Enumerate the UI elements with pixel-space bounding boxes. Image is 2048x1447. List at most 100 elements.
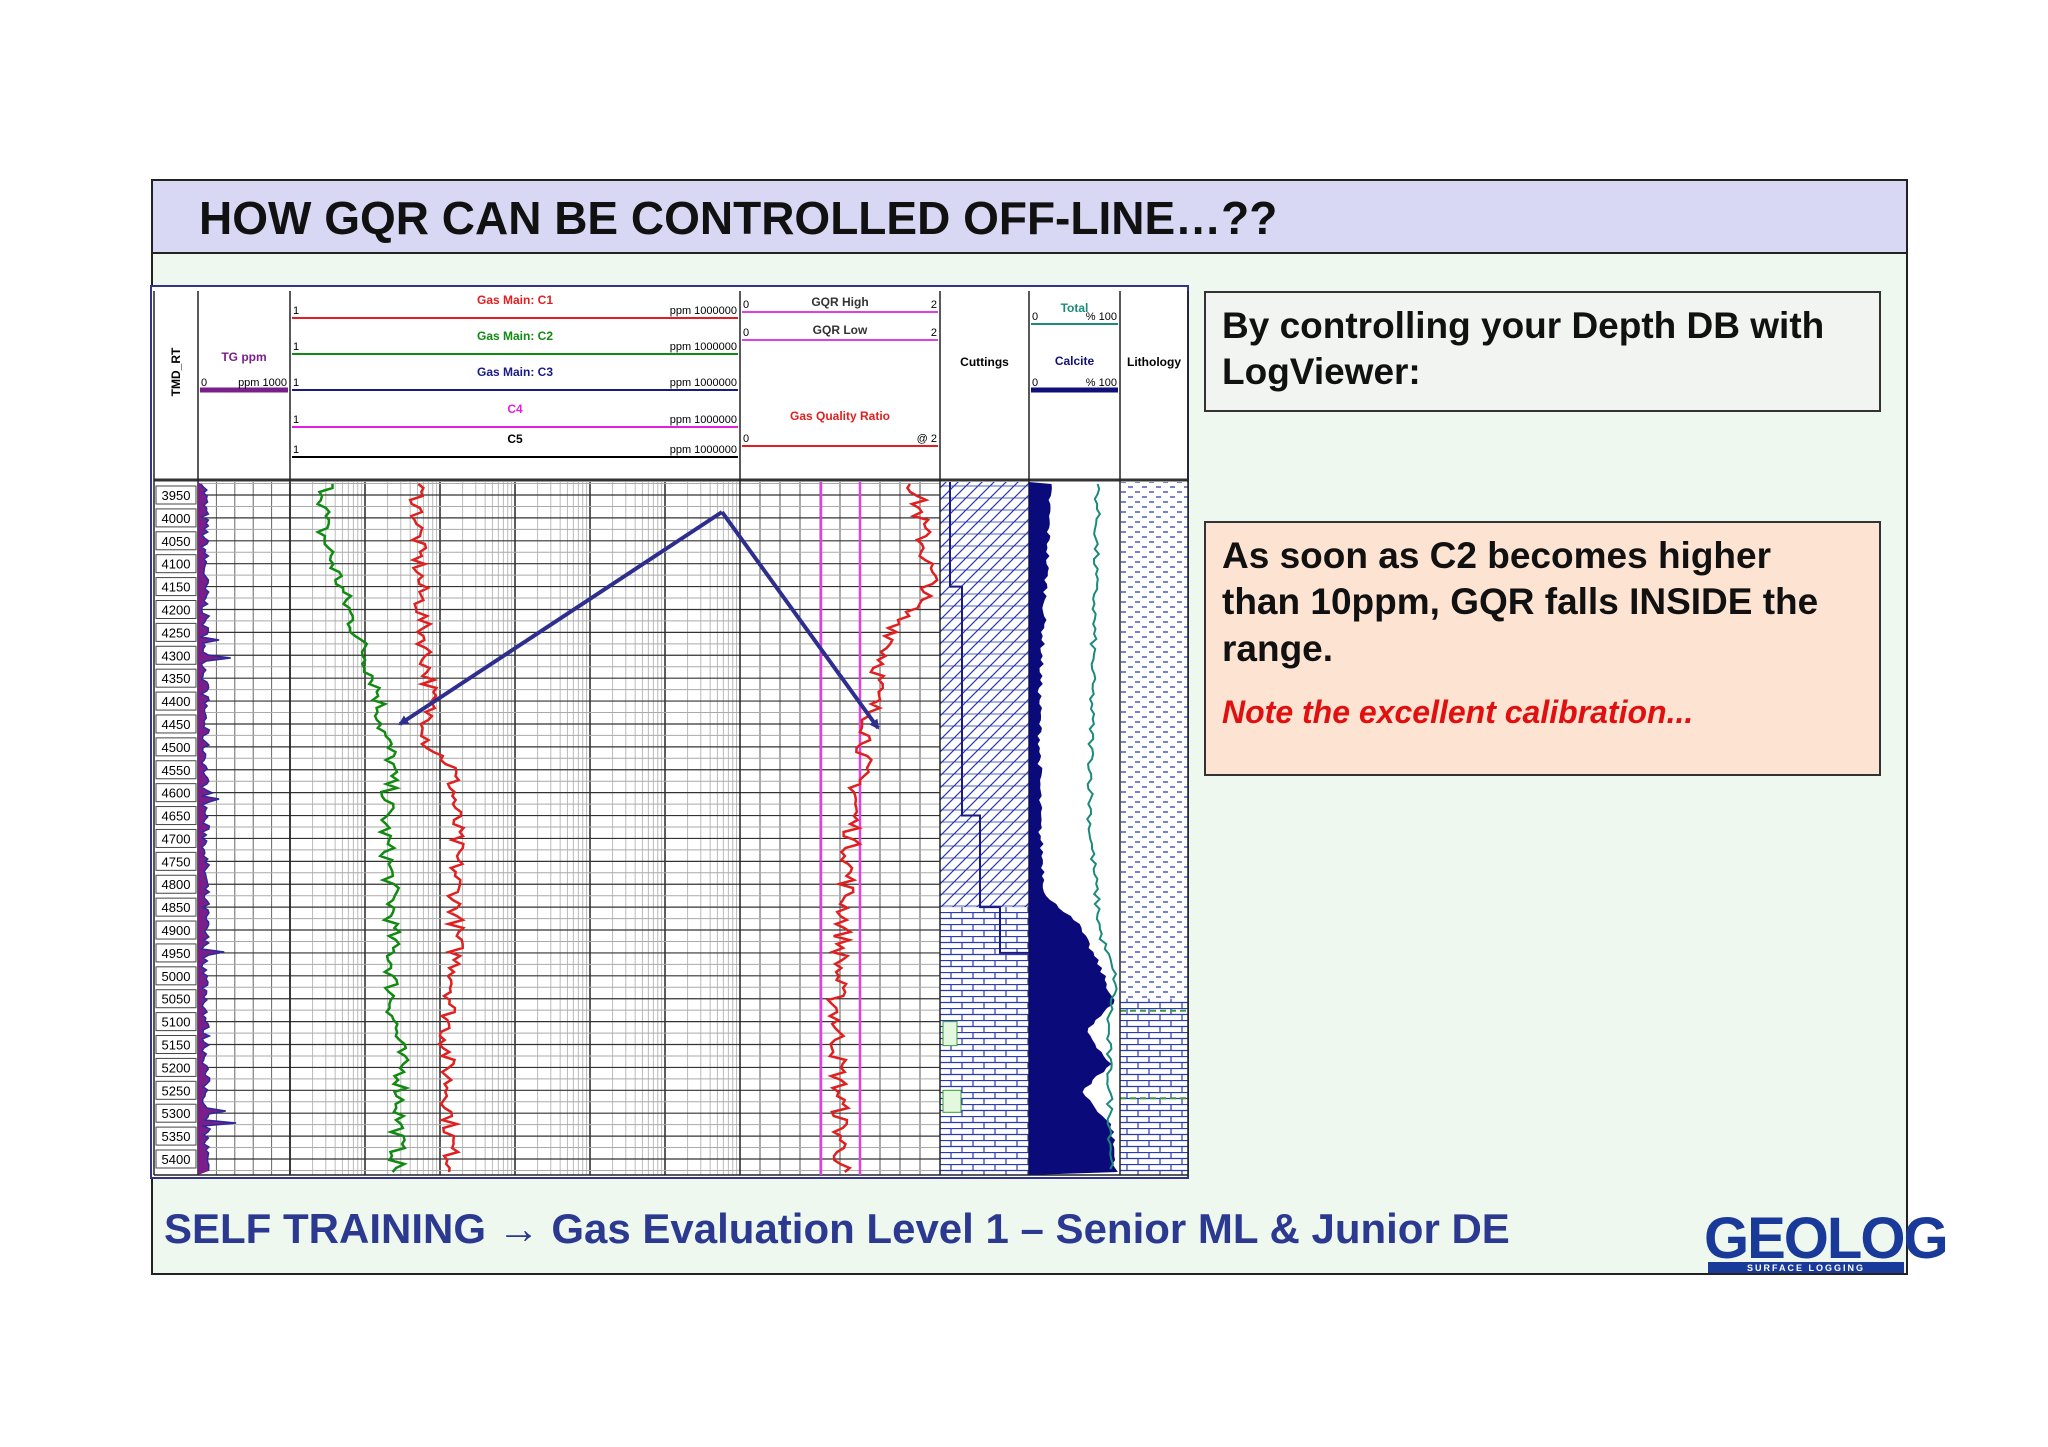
slide-title: HOW GQR CAN BE CONTROLLED OFF-LINE…?? [199,192,1278,244]
curve-name: Calcite [1055,354,1095,368]
depth-label-box [155,1080,197,1100]
scale-max: % 100 [1086,377,1117,389]
box-line: LogViewer: [1222,351,1421,393]
depth-label: 4950 [162,946,191,961]
curve-name: Gas Quality Ratio [790,409,890,423]
depth-label: 5250 [162,1083,191,1098]
depth-label: 4750 [162,854,191,869]
depth-label-box [155,1057,197,1077]
curve-name: C5 [507,432,523,446]
depth-label-box [155,828,197,848]
box-note: Note the excellent calibration... [1222,693,1694,730]
curve-name: Gas Main: C1 [477,293,553,307]
arrow [398,510,724,726]
depth-label-box [155,485,197,505]
scale-max: 2 [931,327,937,339]
scale-max: ppm 1000000 [670,341,737,353]
scale-min: 1 [293,444,299,456]
scale-max: ppm 1000000 [670,414,737,426]
depth-label-box [155,737,197,757]
calcite-area [1029,482,1118,1175]
depth-label: 4650 [162,809,191,824]
depth-label: 5200 [162,1060,191,1075]
depth-label-box [155,1149,197,1169]
cuttings-green [942,1089,962,1113]
depth-label-box [155,508,197,528]
depth-label: 5400 [162,1152,191,1167]
depth-label-box [155,760,197,780]
scale-min: 0 [1032,377,1038,389]
scale-min: 0 [743,299,749,311]
scale-min: 1 [293,341,299,353]
depth-label: 4300 [162,648,191,663]
scale-min: 0 [743,433,749,445]
depth-label-box [155,554,197,574]
depth-label: 4400 [162,694,191,709]
depth-label: 4100 [162,557,191,572]
tg-curve [198,483,237,1172]
depth-label-box [155,943,197,963]
depth-label-box [155,783,197,803]
depth-label: 4250 [162,625,191,640]
depth-label-box [155,897,197,917]
depth-label-box [155,1103,197,1123]
curve-name: C4 [507,402,523,416]
depth-label: 4000 [162,511,191,526]
depth-header: TMD_RT [169,347,183,396]
curve-name: GQR Low [813,323,868,337]
scale-min: 1 [293,414,299,426]
depth-label-box [155,966,197,986]
depth-label-box [155,874,197,894]
total-curve [1086,483,1118,1170]
depth-label: 4700 [162,831,191,846]
track-title: Cuttings [960,355,1009,369]
depth-label: 4550 [162,763,191,778]
scale-max: ppm 1000000 [670,305,737,317]
scale-max: ppm 1000 [238,377,287,389]
depth-label: 5100 [162,1015,191,1030]
cuttings-green [942,1021,958,1047]
depth-label-box [155,1126,197,1146]
depth-label: 4800 [162,877,191,892]
depth-label-box [155,622,197,642]
title-bar: HOW GQR CAN BE CONTROLLED OFF-LINE…?? [153,181,1906,254]
depth-label: 4850 [162,900,191,915]
depth-label: 4900 [162,923,191,938]
depth-label: 5150 [162,1038,191,1053]
scale-min: 1 [293,305,299,317]
logo-name: GEOLOG [1704,1206,1947,1271]
scale-max: ppm 1000000 [670,444,737,456]
cuttings-hatch [940,482,1029,908]
curve-name: Gas Main: C3 [477,365,553,379]
depth-label-box [155,1012,197,1032]
depth-label-box [155,577,197,597]
depth-label: 4150 [162,580,191,595]
depth-label: 5300 [162,1106,191,1121]
curve-name: GQR High [811,295,868,309]
depth-label: 4450 [162,717,191,732]
scale-min: 1 [293,377,299,389]
depth-label-box [155,599,197,619]
depth-label-box [155,645,197,665]
depth-label: 4200 [162,602,191,617]
scale-max: @ 2 [917,433,937,445]
footer: SELF TRAINING → Gas Evaluation Level 1 –… [164,1205,1510,1252]
scale-min: 0 [743,327,749,339]
curve-name: Total [1061,301,1089,315]
scale-min: 0 [201,377,207,389]
highlight-box: As soon as C2 becomes higher than 10ppm, … [1204,521,1881,776]
c1-curve [408,483,466,1173]
depth-label-box [155,851,197,871]
curve-name: TG ppm [221,350,266,364]
depth-label-box [155,668,197,688]
scale-max: % 100 [1086,311,1117,323]
scale-max: ppm 1000000 [670,377,737,389]
scale-min: 0 [1032,311,1038,323]
scale-max: 2 [931,299,937,311]
box-line: than 10ppm, GQR falls INSIDE the [1222,581,1819,623]
lithology-brick [1120,998,1188,1175]
depth-label-box [155,920,197,940]
arrow [720,510,880,730]
